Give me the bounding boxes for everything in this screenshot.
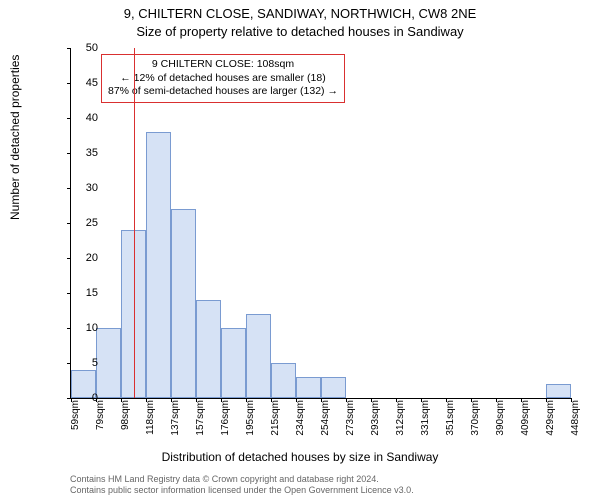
histogram-bar — [171, 209, 196, 398]
ytick-label: 15 — [68, 287, 98, 299]
xtick-label: 234sqm — [295, 400, 306, 444]
histogram-bar — [146, 132, 171, 398]
chart-container: { "title_main": "9, CHILTERN CLOSE, SAND… — [0, 0, 600, 500]
ytick-label: 5 — [68, 357, 98, 369]
footer-line2: Contains public sector information licen… — [70, 485, 414, 496]
annotation-box: 9 CHILTERN CLOSE: 108sqm ← 12% of detach… — [101, 54, 345, 103]
histogram-bar — [221, 328, 246, 398]
ytick-label: 25 — [68, 217, 98, 229]
chart-title-main: 9, CHILTERN CLOSE, SANDIWAY, NORTHWICH, … — [0, 6, 600, 21]
xtick-label: 157sqm — [195, 400, 206, 444]
xtick-label: 215sqm — [270, 400, 281, 444]
xtick-label: 59sqm — [70, 400, 81, 444]
reference-line — [134, 48, 135, 398]
xtick-label: 312sqm — [395, 400, 406, 444]
footer-attribution: Contains HM Land Registry data © Crown c… — [70, 474, 414, 496]
histogram-bar — [321, 377, 346, 398]
plot-area: 9 CHILTERN CLOSE: 108sqm ← 12% of detach… — [70, 48, 571, 399]
ytick-label: 45 — [68, 77, 98, 89]
xtick-label: 254sqm — [320, 400, 331, 444]
histogram-bar — [196, 300, 221, 398]
x-axis-label: Distribution of detached houses by size … — [0, 450, 600, 464]
histogram-bar — [546, 384, 571, 398]
xtick-label: 176sqm — [220, 400, 231, 444]
xtick-label: 137sqm — [170, 400, 181, 444]
histogram-bar — [96, 328, 121, 398]
xtick-label: 118sqm — [145, 400, 156, 444]
ytick-label: 40 — [68, 112, 98, 124]
annotation-line3: 87% of semi-detached houses are larger (… — [108, 85, 338, 99]
xtick-label: 98sqm — [120, 400, 131, 444]
xtick-label: 448sqm — [570, 400, 581, 444]
annotation-line1: 9 CHILTERN CLOSE: 108sqm — [108, 58, 338, 72]
xtick-label: 429sqm — [545, 400, 556, 444]
xtick-label: 331sqm — [420, 400, 431, 444]
ytick-label: 10 — [68, 322, 98, 334]
xtick-label: 351sqm — [445, 400, 456, 444]
ytick-label: 30 — [68, 182, 98, 194]
histogram-bar — [271, 363, 296, 398]
xtick-label: 195sqm — [245, 400, 256, 444]
y-axis-label: Number of detached properties — [8, 55, 22, 220]
ytick-label: 35 — [68, 147, 98, 159]
xtick-label: 79sqm — [95, 400, 106, 444]
annotation-line2: ← 12% of detached houses are smaller (18… — [108, 72, 338, 86]
footer-line1: Contains HM Land Registry data © Crown c… — [70, 474, 414, 485]
xtick-label: 273sqm — [345, 400, 356, 444]
chart-title-sub: Size of property relative to detached ho… — [0, 24, 600, 39]
ytick-label: 20 — [68, 252, 98, 264]
ytick-label: 50 — [68, 42, 98, 54]
xtick-label: 370sqm — [470, 400, 481, 444]
histogram-bar — [296, 377, 321, 398]
xtick-label: 293sqm — [370, 400, 381, 444]
histogram-bar — [246, 314, 271, 398]
xtick-label: 390sqm — [495, 400, 506, 444]
xtick-label: 409sqm — [520, 400, 531, 444]
